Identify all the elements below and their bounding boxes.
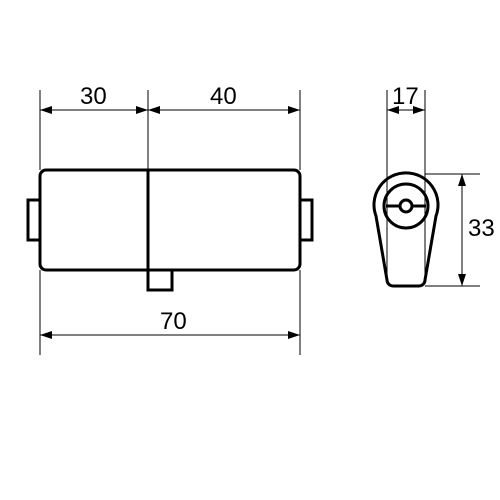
dim-40-label: 40: [210, 83, 237, 110]
dim-17-label: 17: [392, 83, 419, 110]
dim-30-label: 30: [80, 83, 107, 110]
cylinder-body: [40, 170, 300, 270]
lock-cylinder-diagram: 30 40 70 17 33: [0, 0, 500, 500]
cam-tab: [148, 270, 172, 290]
dim-33-label: 33: [468, 215, 495, 242]
end-view: [374, 173, 438, 286]
dim-70-label: 70: [160, 308, 187, 335]
left-end-nub: [28, 200, 40, 240]
dim-30: 30: [40, 83, 148, 170]
side-view: [28, 170, 312, 290]
right-end-nub: [300, 200, 312, 240]
dim-40: 40: [148, 83, 300, 170]
